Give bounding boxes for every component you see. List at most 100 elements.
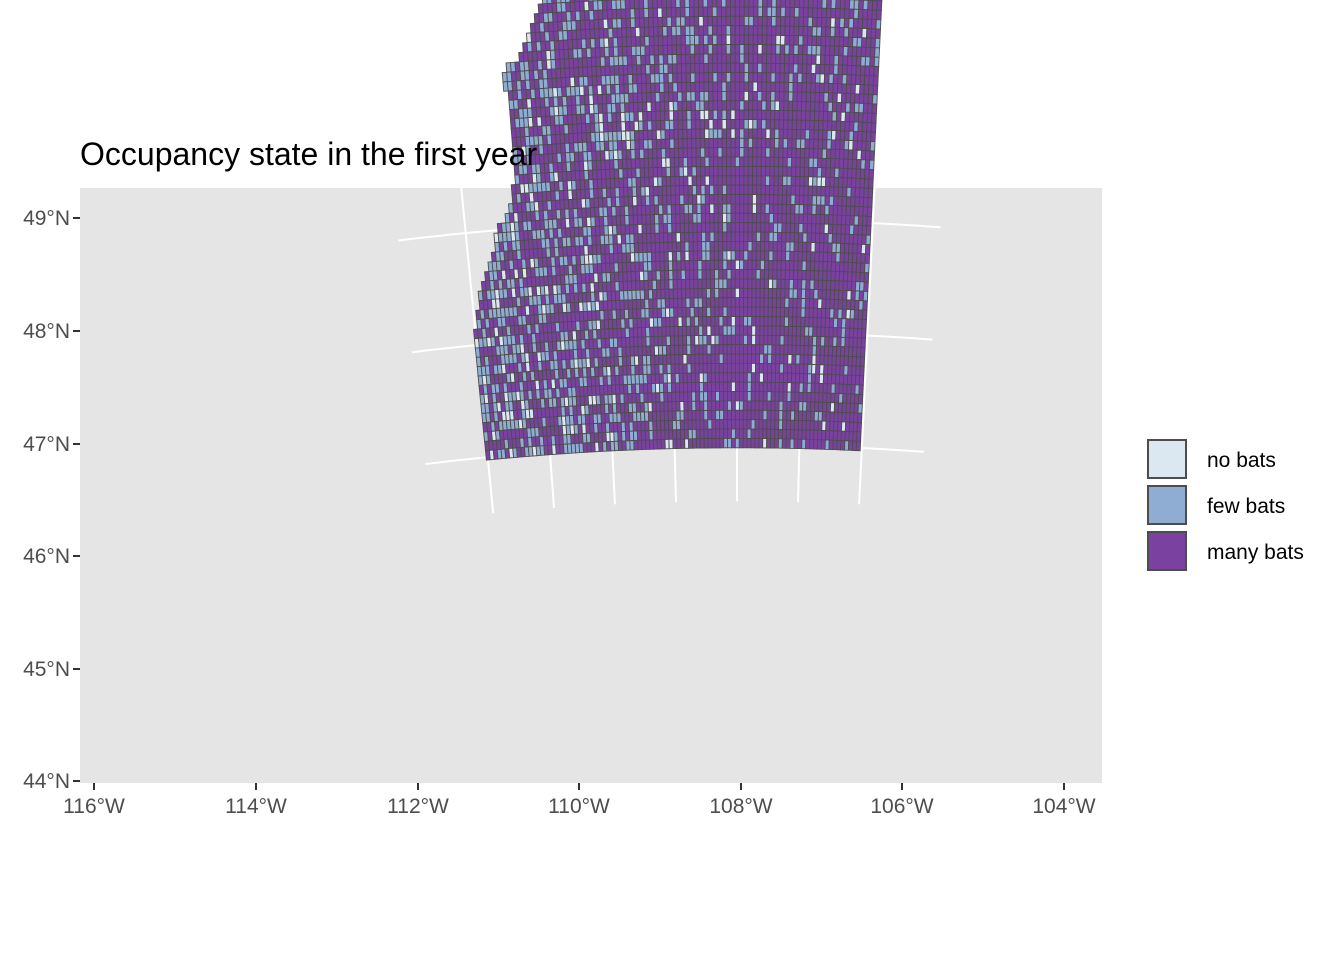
grid-cell-many-bats — [734, 184, 741, 195]
grid-cell-many-bats — [698, 0, 704, 8]
grid-cell-many-bats — [778, 372, 784, 383]
grid-cell-many-bats — [718, 381, 724, 393]
grid-cell-many-bats — [661, 335, 667, 347]
grid-cell-many-bats — [695, 400, 701, 412]
grid-cell-many-bats — [824, 45, 831, 56]
grid-cell-many-bats — [750, 438, 756, 449]
grid-cell-many-bats — [791, 128, 798, 140]
grid-cell-many-bats — [774, 81, 781, 93]
grid-cell-many-bats — [678, 372, 684, 384]
grid-cell-many-bats — [715, 438, 721, 449]
grid-cell-many-bats — [796, 100, 803, 112]
grid-cell-many-bats — [742, 428, 748, 439]
grid-cell-few-bats — [787, 91, 794, 102]
grid-cell-many-bats — [783, 110, 789, 121]
grid-cell-many-bats — [764, 222, 770, 233]
grid-cell-many-bats — [730, 137, 736, 149]
grid-cell-many-bats — [757, 25, 763, 36]
grid-cell-many-bats — [700, 166, 706, 177]
grid-cell-many-bats — [730, 231, 736, 242]
grid-cell-many-bats — [621, 46, 628, 57]
grid-cell-many-bats — [718, 334, 724, 346]
grid-cell-many-bats — [689, 288, 695, 299]
grid-cell-many-bats — [677, 335, 684, 346]
grid-cell-few-bats — [667, 54, 673, 65]
grid-cell-few-bats — [682, 157, 689, 168]
grid-cell-many-bats — [806, 72, 812, 84]
grid-cell-many-bats — [823, 82, 830, 94]
grid-cell-many-bats — [682, 382, 689, 393]
grid-cell-many-bats — [872, 75, 879, 86]
grid-cell-many-bats — [739, 287, 745, 299]
grid-cell-many-bats — [695, 419, 701, 430]
grid-cell-many-bats — [803, 166, 810, 178]
grid-cell-many-bats — [754, 400, 760, 411]
grid-cell-many-bats — [807, 7, 814, 18]
grid-cell-many-bats — [784, 260, 791, 271]
grid-cell-many-bats — [686, 382, 693, 393]
grid-cell-few-bats — [717, 147, 723, 158]
grid-cell-few-bats — [686, 363, 692, 374]
chart-title: Occupancy state in the first year — [80, 136, 538, 172]
grid-cell-many-bats — [692, 222, 698, 233]
grid-cell-many-bats — [766, 0, 773, 8]
grid-cell-many-bats — [776, 241, 783, 252]
grid-cell-no-bats — [830, 17, 836, 28]
grid-cell-few-bats — [660, 307, 667, 318]
grid-cell-many-bats — [679, 6, 686, 18]
grid-cell-few-bats — [677, 91, 683, 102]
grid-cell-many-bats — [777, 166, 784, 177]
grid-cell-many-bats — [641, 92, 648, 103]
grid-cell-no-bats — [721, 119, 727, 130]
grid-cell-few-bats — [784, 44, 790, 55]
grid-cell-many-bats — [730, 194, 736, 205]
grid-cell-few-bats — [614, 93, 621, 104]
grid-cell-many-bats — [718, 250, 724, 261]
grid-cell-many-bats — [697, 306, 704, 318]
grid-cell-many-bats — [807, 185, 814, 197]
grid-cell-many-bats — [819, 82, 825, 94]
grid-cell-few-bats — [632, 83, 638, 94]
grid-cell-many-bats — [783, 119, 789, 130]
grid-cell-no-bats — [657, 7, 663, 18]
grid-cell-no-bats — [625, 139, 632, 151]
grid-cell-many-bats — [679, 203, 685, 215]
grid-cell-many-bats — [717, 119, 723, 130]
grid-cell-many-bats — [872, 84, 879, 96]
grid-cell-no-bats — [677, 316, 683, 327]
grid-cell-many-bats — [676, 82, 683, 93]
grid-cell-many-bats — [721, 147, 728, 158]
grid-cell-many-bats — [816, 16, 823, 28]
grid-cell-few-bats — [770, 91, 776, 102]
grid-cell-many-bats — [665, 316, 671, 328]
grid-cell-many-bats — [770, 419, 776, 430]
grid-cell-many-bats — [693, 16, 700, 27]
grid-cell-many-bats — [649, 63, 656, 75]
grid-cell-few-bats — [768, 231, 774, 243]
grid-cell-few-bats — [638, 120, 644, 132]
grid-cell-many-bats — [715, 400, 721, 411]
grid-cell-many-bats — [670, 185, 676, 196]
grid-cell-many-bats — [783, 100, 789, 112]
grid-cell-many-bats — [771, 344, 777, 355]
grid-cell-many-bats — [797, 44, 804, 56]
grid-cell-many-bats — [789, 213, 796, 224]
grid-cell-few-bats — [721, 81, 727, 92]
grid-cell-many-bats — [661, 316, 667, 328]
grid-cell-many-bats — [846, 74, 852, 85]
grid-cell-many-bats — [653, 45, 660, 56]
grid-cell-few-bats — [780, 6, 786, 18]
grid-cell-many-bats — [655, 110, 661, 122]
grid-cell-many-bats — [687, 194, 694, 205]
grid-cell-many-bats — [706, 334, 712, 346]
grid-cell-many-bats — [789, 16, 795, 27]
grid-cell-many-bats — [752, 128, 758, 139]
grid-cell-many-bats — [688, 222, 694, 233]
grid-cell-many-bats — [671, 232, 677, 243]
grid-cell-many-bats — [730, 156, 736, 167]
grid-cell-many-bats — [800, 129, 806, 140]
grid-cell-many-bats — [774, 381, 780, 393]
grid-cell-few-bats — [647, 261, 653, 272]
grid-cell-few-bats — [839, 17, 845, 29]
grid-cell-many-bats — [742, 419, 748, 430]
